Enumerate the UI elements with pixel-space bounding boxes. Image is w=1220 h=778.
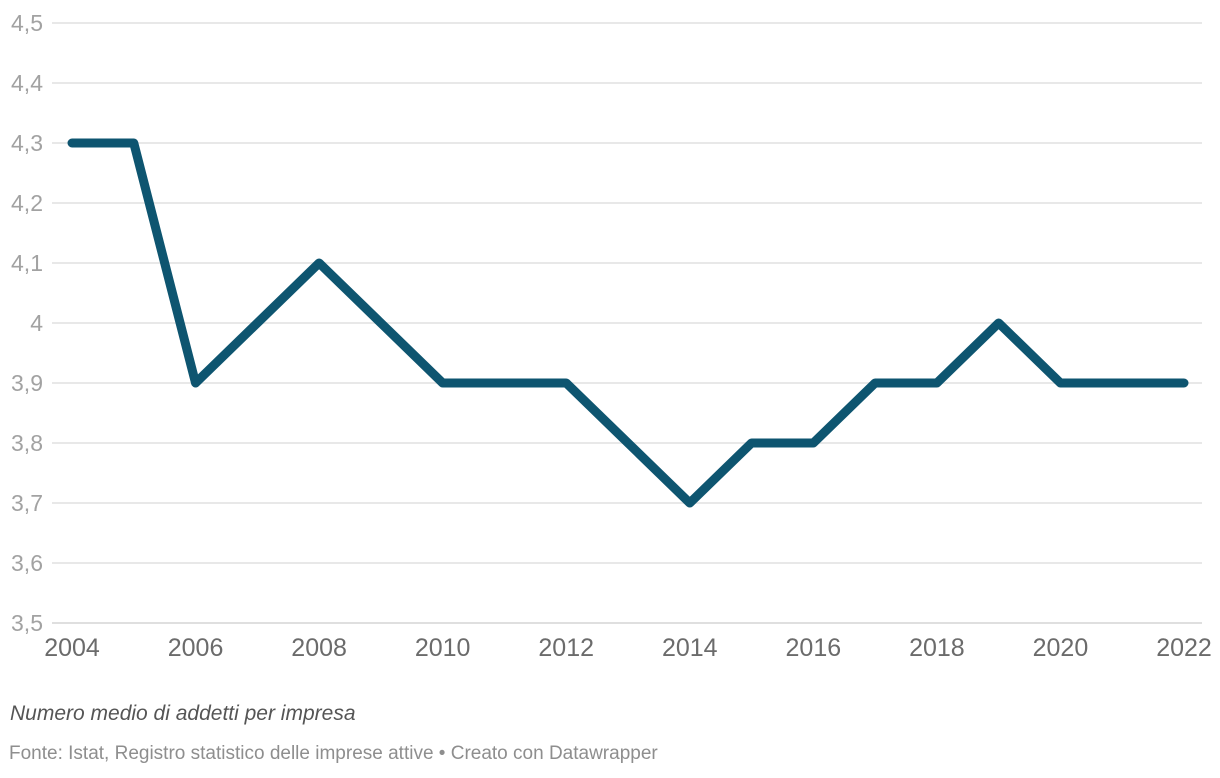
- x-tick-label: 2010: [415, 634, 471, 662]
- x-tick-label: 2004: [44, 634, 100, 662]
- chart-note: Numero medio di addetti per impresa: [10, 702, 356, 725]
- x-tick-label: 2012: [538, 634, 594, 662]
- x-tick-label: 2008: [291, 634, 347, 662]
- y-tick-label: 4: [30, 310, 43, 336]
- x-tick-label: 2022: [1156, 634, 1212, 662]
- y-tick-label: 3,6: [11, 550, 43, 576]
- x-tick-label: 2016: [786, 634, 842, 662]
- y-tick-label: 3,9: [11, 370, 43, 396]
- x-tick-label: 2020: [1033, 634, 1089, 662]
- x-tick-label: 2006: [168, 634, 224, 662]
- y-tick-label: 4,2: [11, 190, 43, 216]
- y-tick-label: 3,7: [11, 490, 43, 516]
- y-tick-label: 4,3: [11, 130, 43, 156]
- chart-source-attribution: Fonte: Istat, Registro statistico delle …: [9, 743, 658, 764]
- y-tick-label: 4,4: [11, 70, 43, 96]
- data-line: [67, 138, 1189, 508]
- x-tick-label: 2018: [909, 634, 965, 662]
- y-tick-label: 4,5: [11, 10, 43, 36]
- x-tick-label: 2014: [662, 634, 718, 662]
- y-tick-label: 4,1: [11, 250, 43, 276]
- y-tick-label: 3,5: [11, 610, 43, 636]
- y-tick-label: 3,8: [11, 430, 43, 456]
